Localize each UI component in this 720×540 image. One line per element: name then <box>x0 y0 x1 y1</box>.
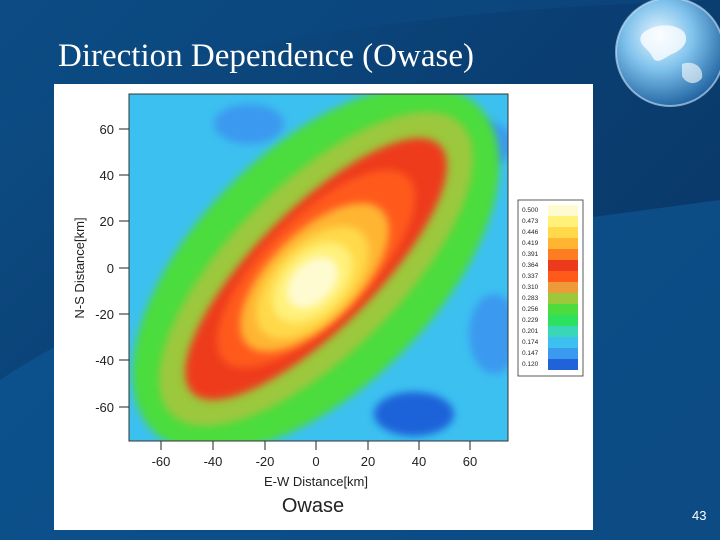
legend-swatch <box>548 315 578 326</box>
legend-swatch <box>548 326 578 337</box>
legend-swatch <box>548 348 578 359</box>
x-tick-label: -60 <box>152 454 171 469</box>
legend-swatch <box>548 205 578 216</box>
legend-swatch <box>548 359 578 370</box>
legend-label: 0.419 <box>522 240 539 247</box>
y-tick-label: -20 <box>95 307 114 322</box>
x-tick-label: 20 <box>361 454 375 469</box>
legend-swatch <box>548 260 578 271</box>
x-tick-label: 60 <box>463 454 477 469</box>
y-axis-label: N-S Distance[km] <box>72 217 87 318</box>
legend-label: 0.229 <box>522 317 539 324</box>
x-axis: -60 -40 -20 0 20 40 60 E-W Distance[km] <box>152 441 477 489</box>
x-tick-label: -40 <box>204 454 223 469</box>
x-tick-label: 0 <box>312 454 319 469</box>
legend-label: 0.283 <box>522 295 539 302</box>
color-legend: 0.500 0.473 0.446 0.419 0.391 0.364 0.337 0.310… <box>517 199 584 377</box>
legend-swatch <box>548 293 578 304</box>
x-axis-label: E-W Distance[km] <box>264 474 368 489</box>
slide-title: Direction Dependence (Owase) <box>58 38 474 74</box>
legend-label: 0.391 <box>522 251 539 258</box>
legend-label: 0.174 <box>522 339 539 346</box>
legend-label: 0.337 <box>522 273 539 280</box>
page-number: 43 <box>692 508 707 523</box>
y-tick-label: 40 <box>100 168 114 183</box>
legend-label: 0.473 <box>522 218 539 225</box>
legend-label: 0.201 <box>522 328 539 335</box>
y-tick-label: -60 <box>95 400 114 415</box>
y-axis: 60 40 20 0 -20 -40 -60 N-S Distance[km] <box>72 122 129 415</box>
legend-label: 0.120 <box>522 361 539 368</box>
legend-swatch <box>548 216 578 227</box>
y-tick-label: 0 <box>107 261 114 276</box>
legend-label: 0.256 <box>522 306 539 313</box>
x-tick-label: -20 <box>256 454 275 469</box>
contour-plot-area <box>129 94 508 441</box>
y-tick-label: 60 <box>100 122 114 137</box>
legend-swatch <box>548 271 578 282</box>
legend-label: 0.147 <box>522 350 539 357</box>
y-tick-label: 20 <box>100 214 114 229</box>
legend-swatch <box>548 249 578 260</box>
figure-panel: 60 40 20 0 -20 -40 -60 N-S Distance[km] … <box>54 84 593 530</box>
legend-swatch <box>548 282 578 293</box>
figure-caption: Owase <box>282 495 344 517</box>
legend-label: 0.446 <box>522 229 539 236</box>
legend-swatch <box>548 337 578 348</box>
legend-label: 0.500 <box>522 207 539 214</box>
y-tick-label: -40 <box>95 353 114 368</box>
legend-swatch <box>548 304 578 315</box>
globe-icon <box>615 0 720 107</box>
legend-label: 0.364 <box>522 262 539 269</box>
x-tick-label: 40 <box>412 454 426 469</box>
contour-map-figure: 60 40 20 0 -20 -40 -60 N-S Distance[km] … <box>72 93 584 517</box>
legend-swatch <box>548 238 578 249</box>
legend-swatch <box>548 227 578 238</box>
legend-label: 0.310 <box>522 284 539 291</box>
